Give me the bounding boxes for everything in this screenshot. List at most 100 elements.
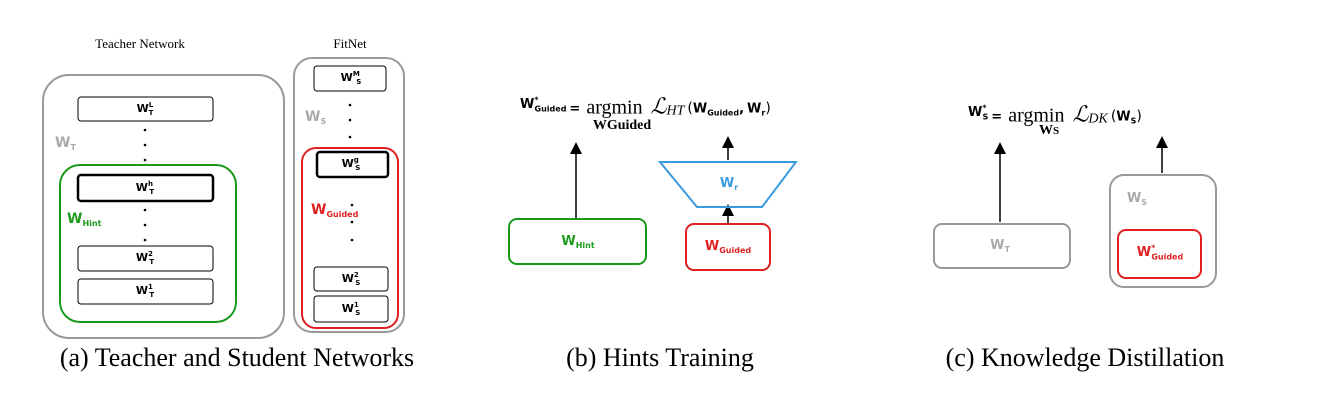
text-part: T	[149, 109, 154, 117]
text-part: W	[1116, 109, 1130, 124]
text-part: )	[1136, 109, 1141, 125]
text-part: W	[342, 157, 354, 170]
text-part: W	[305, 109, 320, 125]
text-part: )	[765, 101, 770, 117]
text-part: W	[593, 118, 607, 133]
text-part: *	[1151, 243, 1156, 252]
text-part: W	[747, 101, 761, 116]
operator-subscript: WS	[1039, 123, 1059, 138]
text-part: ℒ	[1073, 102, 1090, 127]
teacher-box-label: WT	[990, 238, 1010, 254]
text-part: W	[136, 181, 148, 194]
text-part: S	[1131, 116, 1137, 125]
text-part: =	[569, 101, 580, 116]
teacher-label: WT	[55, 135, 76, 152]
panel-a-shapes	[42, 57, 405, 339]
text-part: T	[149, 258, 154, 266]
guided-label: WGuided	[311, 202, 359, 219]
text-part: W	[520, 97, 534, 112]
text-part: Guided	[535, 104, 567, 113]
teacher-title: Teacher Network	[95, 36, 185, 51]
text-part: 2	[148, 250, 153, 258]
text-part: M	[353, 70, 360, 78]
panel-b-shapes	[508, 136, 799, 271]
text-part: W	[990, 238, 1004, 253]
caption: (c) Knowledge Distillation	[946, 343, 1225, 372]
text-part: *	[534, 95, 539, 104]
text-part: argmin	[586, 96, 642, 118]
text-part: S	[355, 309, 360, 317]
text-part: W	[968, 105, 982, 120]
guided-box-label: W* Guided	[1137, 243, 1184, 261]
text-part: W	[1039, 123, 1053, 138]
text-part: (	[687, 101, 692, 117]
text-part: W	[342, 302, 354, 315]
text-part: T	[149, 291, 154, 299]
teacher-layer-label: WL T	[137, 101, 154, 117]
text-part: Guided	[1151, 252, 1183, 261]
text-part: W	[137, 102, 149, 115]
teacher-layer-label: W1 T	[136, 283, 155, 299]
text-part: *	[982, 103, 987, 112]
text-part: h	[148, 180, 153, 188]
text-part: r	[761, 108, 765, 117]
text-part: S	[355, 279, 360, 287]
guided-box-label: WGuided	[705, 239, 752, 255]
hint-box-label: WHint	[561, 234, 594, 250]
text-part: (	[1111, 109, 1116, 125]
text-part: W	[342, 272, 354, 285]
text-part: W	[720, 176, 734, 191]
text-part: W	[341, 71, 353, 84]
text-part: Guided	[326, 210, 358, 219]
teacher-layer-label: W2 T	[136, 250, 155, 266]
dots	[143, 103, 354, 242]
text-part: L	[149, 101, 154, 109]
text-part: W	[1137, 245, 1151, 260]
text-part: W	[55, 135, 70, 151]
text-part: Hint	[82, 219, 101, 228]
text-part: W	[67, 211, 82, 227]
text-part: g	[354, 156, 359, 164]
text-part: W	[136, 284, 148, 297]
text-part: W	[1127, 191, 1141, 206]
text-part: W	[693, 101, 707, 116]
student-layer-label: W2 S	[342, 271, 361, 287]
text-part: W	[136, 251, 148, 264]
text-part: S	[356, 78, 361, 86]
text-part: HT	[665, 104, 685, 119]
text-part: DK	[1087, 112, 1108, 127]
text-part: S	[983, 112, 989, 121]
regressor-label: Wr	[720, 176, 738, 192]
student-layer-label: Wg S	[342, 156, 361, 172]
text-part: W	[561, 234, 575, 249]
text-part: T	[149, 188, 154, 196]
text-part: S	[320, 117, 326, 126]
text-part: Guided	[707, 108, 739, 117]
student-label: WS	[305, 109, 326, 126]
student-title: FitNet	[333, 36, 367, 51]
text-part: r	[734, 182, 738, 191]
text-part: ,	[739, 101, 744, 116]
text-part: W	[311, 202, 326, 218]
text-part: S	[1141, 197, 1147, 206]
caption: (a) Teacher and Student Networks	[60, 343, 414, 372]
student-layer-label: W1 S	[342, 301, 361, 317]
formula: W* Guided = argmin ℒHT (WGuided, Wr)	[520, 94, 771, 119]
hint-label: WHint	[67, 211, 102, 228]
text-part: ℒ	[651, 94, 668, 119]
text-part: T	[70, 143, 76, 152]
teacher-layer-label: Wh T	[136, 180, 155, 196]
text-part: S	[355, 164, 360, 172]
operator-subscript: WGuided	[593, 118, 652, 133]
text-part: Guided	[719, 245, 751, 254]
student-layer-label: WM S	[341, 70, 362, 86]
text-part: =	[991, 109, 1002, 124]
text-part: W	[705, 239, 719, 254]
panel-c-shapes	[933, 136, 1217, 288]
student-label: WS	[1127, 191, 1147, 207]
text-part: T	[1004, 244, 1010, 253]
formula: W* S = argmin ℒDK (WS)	[968, 102, 1142, 127]
caption: (b) Hints Training	[566, 343, 754, 372]
text-part: 1	[354, 301, 359, 309]
